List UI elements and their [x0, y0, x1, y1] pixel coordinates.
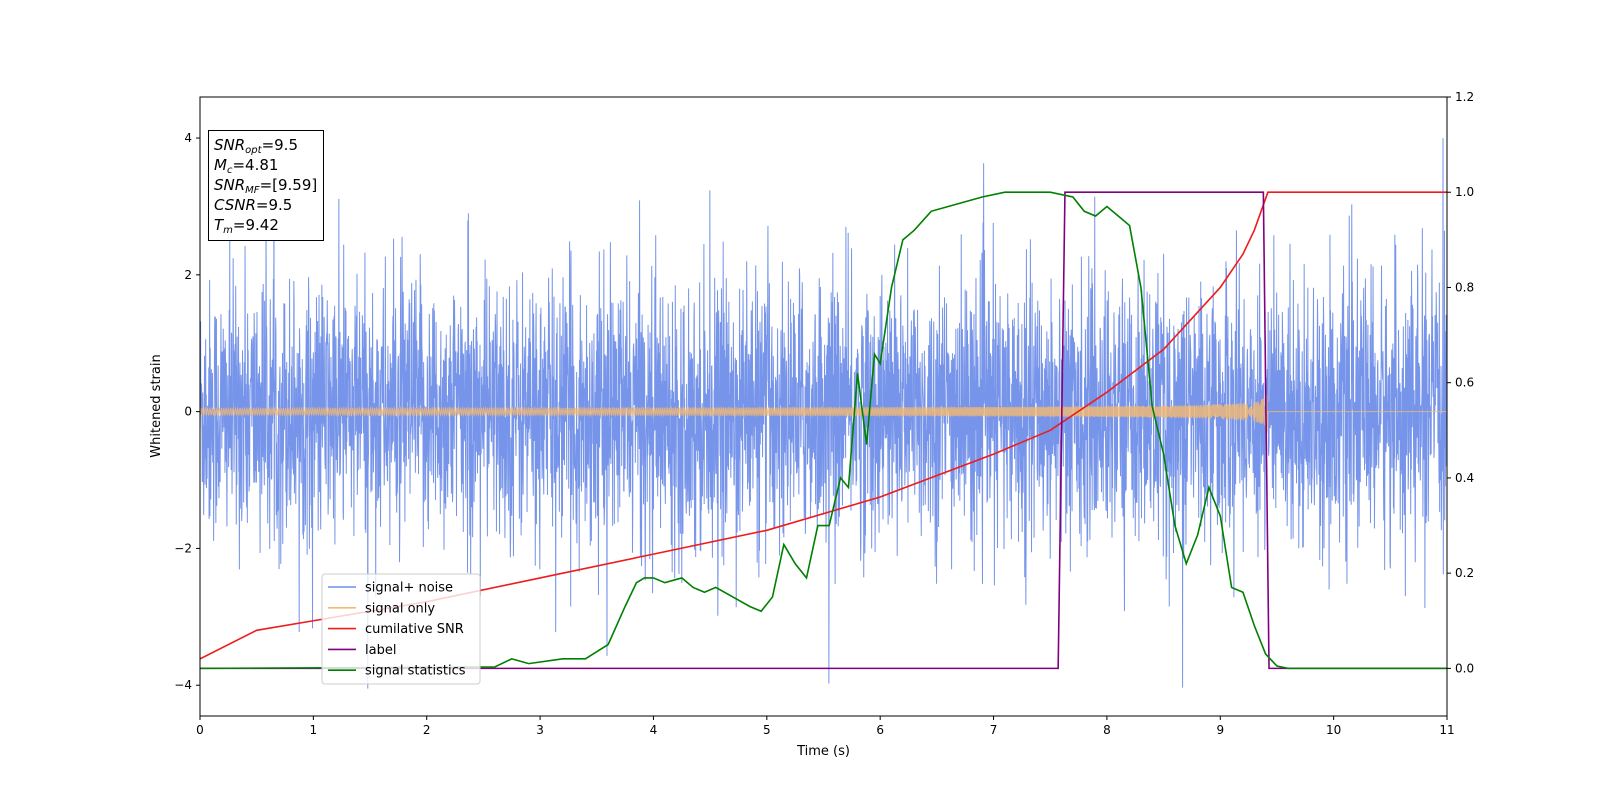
series-signal-statistics-line	[200, 191, 1447, 670]
x-tick-label: 5	[763, 723, 771, 737]
legend-entry-label: signal+ noise	[365, 581, 453, 596]
x-tick-label: 7	[990, 723, 998, 737]
x-tick-label: 10	[1326, 723, 1341, 737]
series-signal-noise-line	[200, 138, 1447, 689]
y-tick-label: −2	[174, 541, 192, 555]
x-tick-label: 1	[310, 723, 318, 737]
snr-opt-line: SNRopt=9.5	[214, 136, 298, 156]
x-tick-label: 2	[423, 723, 431, 737]
y-tick-label: −4	[174, 678, 192, 692]
x-tick-label: 4	[650, 723, 658, 737]
x-tick-label: 0	[196, 723, 204, 737]
x-tick-label: 8	[1103, 723, 1111, 737]
chirp-mass-line: Mc=4.81	[214, 156, 279, 176]
y2-tick-label: 0.0	[1455, 661, 1474, 675]
y-tick-label: 2	[184, 268, 192, 282]
series-signal-only-line	[200, 395, 1447, 433]
x-tick-label: 11	[1439, 723, 1454, 737]
axes: 0 1 2 3 4 5 6 7 8 9 10 11 −4 −2 0 2 4 0.0 0.2 0.4 0.6 0.8 1.0 1…	[174, 90, 1474, 737]
legend-entry-label: signal statistics	[365, 664, 466, 679]
y2-tick-label: 0.8	[1455, 280, 1474, 294]
x-tick-label: 6	[876, 723, 884, 737]
y2-tick-label: 0.4	[1455, 471, 1474, 485]
legend: signal+ noise signal only cumilative SNR la…	[321, 573, 481, 685]
merger-time-line: Tm=9.42	[214, 216, 279, 236]
x-tick-label: 3	[536, 723, 544, 737]
x-axis-label: Time (s)	[796, 744, 850, 759]
csnr-line: CSNR=9.5	[214, 196, 293, 214]
metrics-annotation-box: SNRopt=9.5 Mc=4.81 SNRMF=[9.59] CSNR=9.5…	[208, 130, 325, 241]
legend-entry-label: label	[365, 643, 396, 658]
y-tick-label: 4	[184, 131, 192, 145]
axes-frame	[199, 96, 1448, 717]
y2-tick-label: 0.2	[1455, 566, 1474, 580]
legend-entry-label: signal only	[365, 601, 435, 616]
y2-tick-label: 1.0	[1455, 185, 1474, 199]
snr-mf-line: SNRMF=[9.59]	[214, 176, 318, 196]
y-axis-label: Whitened strain	[149, 354, 164, 457]
legend-box	[321, 573, 481, 685]
y2-tick-label: 1.2	[1455, 90, 1474, 104]
legend-entry-label: cumilative SNR	[365, 622, 464, 637]
x-tick-label: 9	[1216, 723, 1224, 737]
y2-tick-label: 0.6	[1455, 376, 1474, 390]
y-tick-label: 0	[184, 405, 192, 419]
